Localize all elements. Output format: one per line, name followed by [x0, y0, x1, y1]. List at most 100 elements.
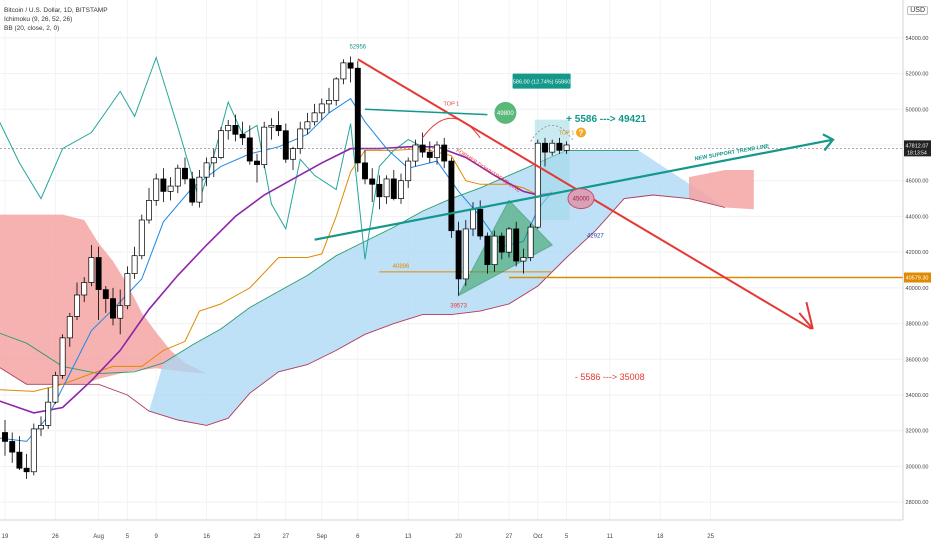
candle-body: [549, 142, 556, 153]
candle-body: [117, 305, 124, 319]
candle-body: [297, 128, 304, 149]
level-price-value: 40579.30: [906, 276, 929, 282]
x-tick-label: Sep: [316, 534, 327, 540]
candle-body: [470, 208, 476, 230]
candle-body: [563, 144, 570, 151]
currency-button[interactable]: USD: [907, 6, 928, 15]
y-tick-label: 36000.00: [906, 357, 929, 363]
x-tick-label: 19: [2, 534, 9, 540]
y-tick-label: 28000.00: [906, 500, 929, 506]
x-tick-label: 5: [126, 534, 130, 540]
x-tick-label: 27: [282, 534, 289, 540]
candle-body: [426, 151, 433, 158]
candle-body: [434, 144, 440, 158]
candle-body: [38, 425, 44, 430]
candle-body: [304, 121, 311, 130]
symmetrical-triangle: [457, 199, 554, 297]
candle-body: [189, 178, 196, 203]
candle-body: [210, 157, 217, 164]
x-tick-label: 6: [356, 534, 360, 540]
x-tick-label: Oct: [533, 534, 543, 540]
down-target-label: - 5586 ---> 35008: [575, 372, 645, 382]
x-tick-label: 9: [155, 534, 159, 540]
measure-tooltip-text: 5586.00 (12.74%) 558600: [510, 80, 574, 86]
candle-body: [542, 142, 548, 153]
ichimoku-legend: Ichimoku (9, 26, 52, 26): [4, 16, 73, 23]
candle-body: [218, 130, 224, 158]
y-tick-label: 32000.00: [906, 429, 929, 435]
candle-body: [131, 255, 138, 274]
candle-body: [455, 230, 462, 280]
candle-body: [520, 257, 527, 262]
candle-body: [527, 226, 534, 258]
candle-body: [239, 133, 246, 139]
candle-body: [196, 176, 203, 203]
x-tick-label: 5: [565, 534, 569, 540]
candle-body: [88, 257, 95, 283]
candle-body: [153, 178, 160, 201]
candle-body: [232, 125, 239, 135]
target-circle-2: [567, 188, 595, 210]
y-tick-label: 54000.00: [906, 36, 929, 42]
candle-body: [491, 235, 498, 265]
bear-cloud-future: [689, 170, 754, 210]
bb-basis: [0, 146, 553, 414]
candle-body: [167, 185, 174, 192]
candle-body: [95, 257, 102, 290]
senkou-b: [0, 194, 726, 426]
x-tick-label: 23: [254, 534, 261, 540]
candle-body: [23, 467, 30, 473]
candle-body: [174, 167, 181, 187]
candle-body: [225, 125, 232, 132]
symbol-legend: Bitcoin / U.S. Dollar, 1D, BITSTAMP: [4, 7, 108, 14]
candle-body: [246, 137, 253, 162]
candle-body: [160, 178, 167, 192]
x-tick-label: 16: [203, 534, 210, 540]
x-tick-label: Aug: [93, 534, 104, 540]
candle-body: [513, 228, 520, 262]
candle-body: [498, 235, 505, 253]
x-tick-label: 26: [52, 534, 59, 540]
candle-body: [102, 289, 109, 299]
candle-body: [182, 167, 188, 180]
candle-body: [362, 162, 368, 180]
target-arrow-line: [364, 108, 488, 116]
candle-body: [81, 282, 88, 296]
candle-body: [369, 178, 376, 185]
candle-body: [390, 178, 397, 199]
candle-body: [462, 228, 469, 280]
senkou-a: [0, 149, 639, 375]
candle-body: [268, 125, 275, 128]
y-tick-label: 52000.00: [906, 72, 929, 78]
last-price-tag: [904, 140, 931, 157]
candle-body: [138, 219, 145, 257]
y-tick-label: 50000.00: [906, 107, 929, 113]
candle-body: [9, 441, 16, 453]
candle-body: [45, 401, 52, 426]
candle-body: [448, 160, 455, 232]
y-tick-label: 46000.00: [906, 179, 929, 185]
candle-body: [441, 144, 448, 162]
candle-body: [275, 125, 282, 132]
candle-body: [506, 228, 512, 253]
x-axis-bg: [0, 520, 932, 550]
candle-body: [556, 142, 563, 151]
y-tick-label: 34000.00: [906, 393, 929, 399]
last-price-value: 47812.07: [906, 143, 929, 149]
top1-arc: [422, 117, 481, 139]
new-support-trend-line: [314, 138, 834, 241]
candle-body: [2, 432, 8, 442]
candle-body: [261, 126, 268, 165]
x-tick-label: 18: [657, 534, 664, 540]
candle-body: [354, 67, 361, 164]
y-tick-label: 30000.00: [906, 464, 929, 470]
candle-body: [30, 428, 37, 473]
candle-body: [383, 178, 390, 198]
x-tick-label: 27: [506, 534, 513, 540]
candle-body: [311, 112, 318, 123]
candle-body: [398, 180, 404, 199]
candle-body: [146, 200, 152, 221]
top1b-arc: [530, 125, 575, 142]
